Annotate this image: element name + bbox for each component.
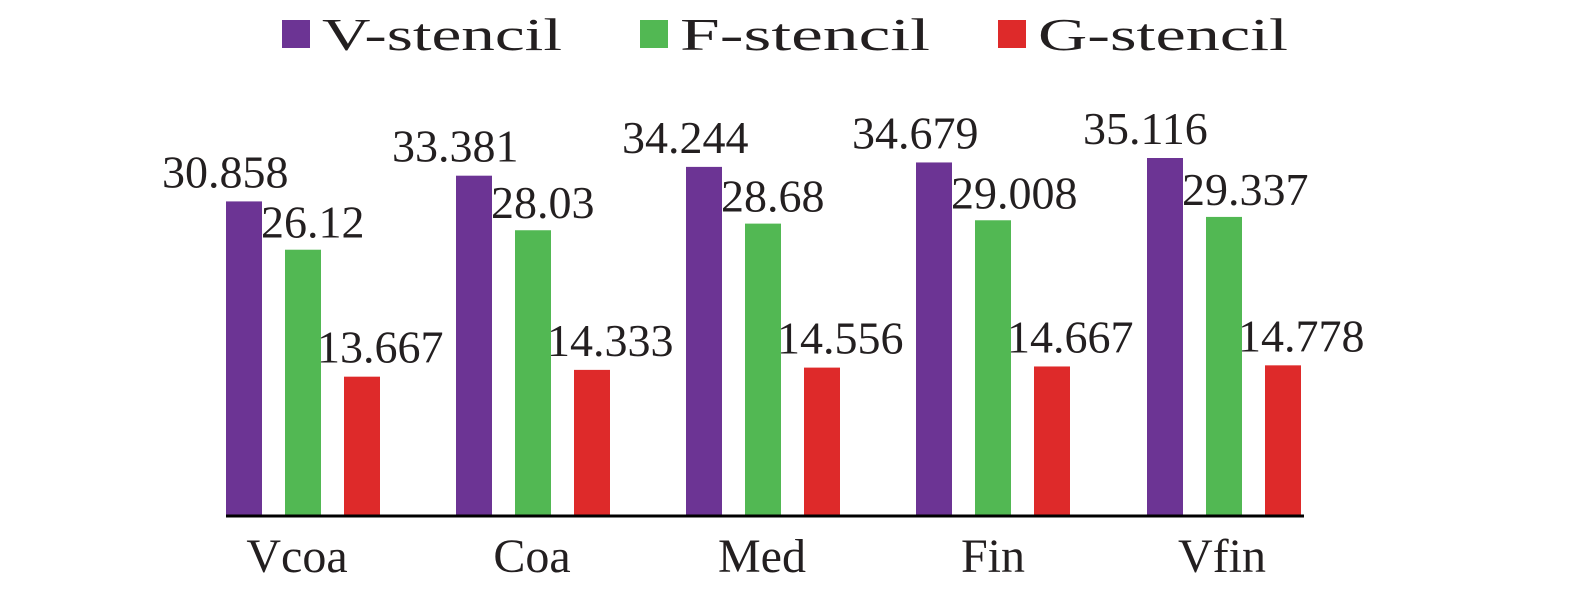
data-label-f-stencil-fin: 29.008 bbox=[951, 167, 1078, 218]
bar-g-stencil-vcoa bbox=[344, 376, 380, 516]
data-label-v-stencil-coa: 33.381 bbox=[392, 121, 519, 172]
x-tick-label-fin: Fin bbox=[961, 530, 1025, 583]
data-label-g-stencil-coa: 14.333 bbox=[547, 315, 674, 366]
legend-swatch-f-stencil bbox=[640, 20, 668, 48]
bar-v-stencil-fin bbox=[916, 162, 952, 516]
bar-v-stencil-med bbox=[686, 166, 722, 517]
data-label-v-stencil-med: 34.244 bbox=[622, 112, 749, 163]
bar-f-stencil-vfin bbox=[1206, 216, 1242, 516]
data-label-f-stencil-coa: 28.03 bbox=[491, 177, 595, 228]
bar-g-stencil-vfin bbox=[1265, 365, 1301, 516]
legend-swatch-v-stencil bbox=[282, 20, 310, 48]
data-label-g-stencil-fin: 14.667 bbox=[1007, 311, 1134, 362]
bar-f-stencil-coa bbox=[515, 230, 551, 516]
x-tick-label-vfin: Vfin bbox=[1178, 530, 1266, 583]
data-label-g-stencil-vcoa: 13.667 bbox=[317, 322, 444, 373]
legend-item-g-stencil: G-stencil bbox=[998, 9, 1288, 60]
bar-f-stencil-vcoa bbox=[285, 249, 321, 516]
data-label-f-stencil-med: 28.68 bbox=[721, 171, 825, 222]
legend-item-v-stencil: V-stencil bbox=[282, 9, 562, 60]
legend-item-f-stencil: F-stencil bbox=[640, 9, 930, 60]
bar-v-stencil-coa bbox=[456, 175, 492, 517]
x-tick-label-med: Med bbox=[718, 530, 806, 583]
legend-swatch-g-stencil bbox=[998, 20, 1026, 48]
legend-label-v-stencil: V-stencil bbox=[322, 9, 562, 60]
data-label-f-stencil-vcoa: 26.12 bbox=[261, 197, 365, 248]
data-label-f-stencil-vfin: 29.337 bbox=[1182, 164, 1309, 215]
data-label-v-stencil-fin: 34.679 bbox=[852, 107, 979, 158]
legend: V-stencil F-stencil G-stencil bbox=[282, 9, 1288, 60]
bar-g-stencil-med bbox=[804, 367, 840, 516]
x-tick-label-vcoa: Vcoa bbox=[246, 530, 347, 583]
data-label-g-stencil-vfin: 14.778 bbox=[1238, 310, 1365, 361]
x-tick-labels: Vcoa Coa Med Fin Vfin bbox=[246, 530, 1266, 583]
legend-label-f-stencil: F-stencil bbox=[680, 9, 930, 60]
data-label-v-stencil-vfin: 35.116 bbox=[1083, 103, 1208, 154]
data-label-g-stencil-med: 14.556 bbox=[777, 313, 904, 364]
bar-v-stencil-vfin bbox=[1147, 158, 1183, 516]
bar-f-stencil-med bbox=[745, 223, 781, 516]
bar-f-stencil-fin bbox=[975, 220, 1011, 517]
bars-group bbox=[226, 158, 1301, 517]
x-tick-label-coa: Coa bbox=[493, 530, 570, 583]
bar-g-stencil-coa bbox=[574, 369, 610, 516]
bar-g-stencil-fin bbox=[1034, 366, 1070, 516]
bar-v-stencil-vcoa bbox=[226, 201, 262, 516]
data-label-v-stencil-vcoa: 30.858 bbox=[162, 146, 289, 197]
legend-label-g-stencil: G-stencil bbox=[1038, 9, 1288, 60]
